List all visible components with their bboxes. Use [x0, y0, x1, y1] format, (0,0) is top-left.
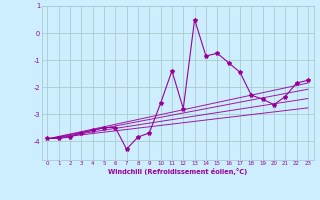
X-axis label: Windchill (Refroidissement éolien,°C): Windchill (Refroidissement éolien,°C)	[108, 168, 247, 175]
